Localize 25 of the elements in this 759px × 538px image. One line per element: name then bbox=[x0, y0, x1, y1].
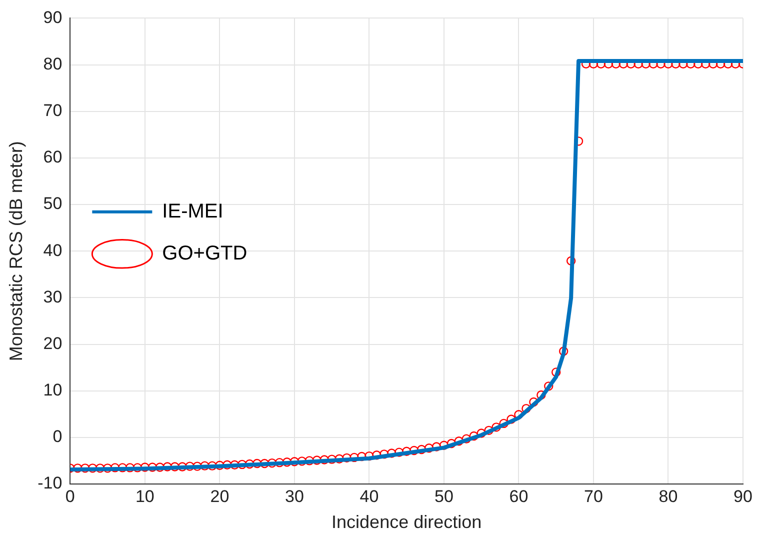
x-tick-label: 20 bbox=[210, 486, 230, 506]
y-tick-label: 50 bbox=[43, 194, 62, 214]
y-tick-label: 90 bbox=[43, 8, 62, 27]
x-tick-label: 30 bbox=[284, 486, 304, 506]
x-tick-label: 60 bbox=[509, 486, 528, 506]
x-tick-label: 0 bbox=[65, 486, 75, 506]
y-axis-title: Monostatic RCS (dB meter) bbox=[6, 141, 26, 362]
y-tick-label: 0 bbox=[52, 427, 62, 446]
y-tick-label: 10 bbox=[43, 380, 62, 400]
x-tick-label: 10 bbox=[135, 486, 154, 506]
y-tick-label: 40 bbox=[43, 240, 62, 260]
x-tick-label: 90 bbox=[734, 486, 752, 506]
x-tick-label: 70 bbox=[584, 486, 603, 506]
x-tick-label: 50 bbox=[434, 486, 454, 506]
y-tick-label: 60 bbox=[43, 148, 62, 167]
y-tick-label: 80 bbox=[43, 54, 62, 74]
legend-label: GO+GTD bbox=[162, 242, 248, 264]
y-tick-label: 70 bbox=[43, 101, 62, 120]
x-tick-label: 80 bbox=[658, 486, 678, 506]
x-axis-title: Incidence direction bbox=[332, 512, 482, 532]
y-tick-label: 20 bbox=[43, 334, 62, 353]
y-tick-label: 30 bbox=[43, 287, 62, 306]
y-tick-label: -10 bbox=[38, 474, 62, 493]
x-tick-label: 40 bbox=[360, 486, 379, 506]
legend-label: IE-MEI bbox=[162, 200, 224, 222]
